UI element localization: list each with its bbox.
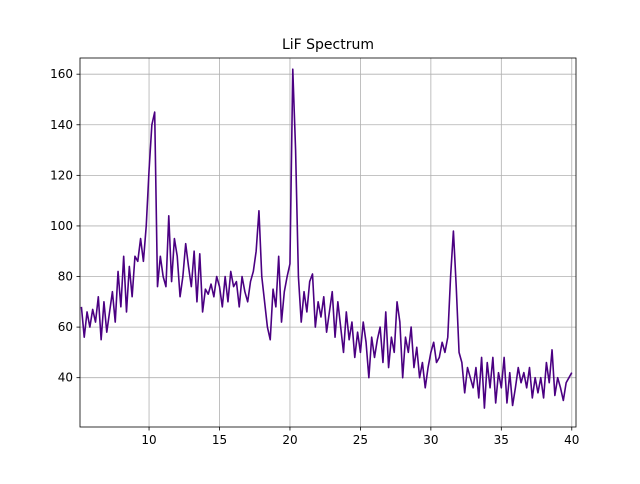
y-tick-label: 80 — [58, 270, 73, 284]
spectrum-line — [80, 68, 573, 409]
y-tick-label: 160 — [50, 67, 73, 81]
y-tick-label: 100 — [50, 219, 73, 233]
y-tick-label: 120 — [50, 168, 73, 182]
x-tick-label: 15 — [212, 433, 227, 447]
y-tick-label: 140 — [50, 118, 73, 132]
x-tick-label: 30 — [423, 433, 438, 447]
x-tick-label: 40 — [564, 433, 579, 447]
x-tick-label: 10 — [141, 433, 156, 447]
x-tick-label: 20 — [282, 433, 297, 447]
x-tick-label: 35 — [494, 433, 509, 447]
axes-frame — [79, 57, 577, 428]
x-tick-label: 25 — [353, 433, 368, 447]
y-tick-label: 40 — [58, 371, 73, 385]
y-tick-label: 60 — [58, 320, 73, 334]
chart-title: LiF Spectrum — [282, 37, 374, 53]
